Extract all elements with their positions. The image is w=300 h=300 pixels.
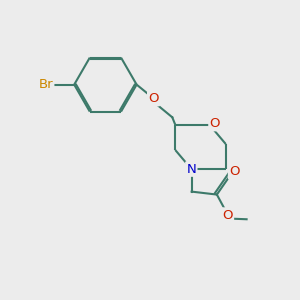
- Text: Br: Br: [38, 78, 53, 91]
- Text: N: N: [186, 163, 196, 176]
- Text: O: O: [148, 92, 159, 105]
- Text: O: O: [209, 117, 220, 130]
- Text: O: O: [222, 208, 233, 222]
- Text: O: O: [229, 165, 240, 178]
